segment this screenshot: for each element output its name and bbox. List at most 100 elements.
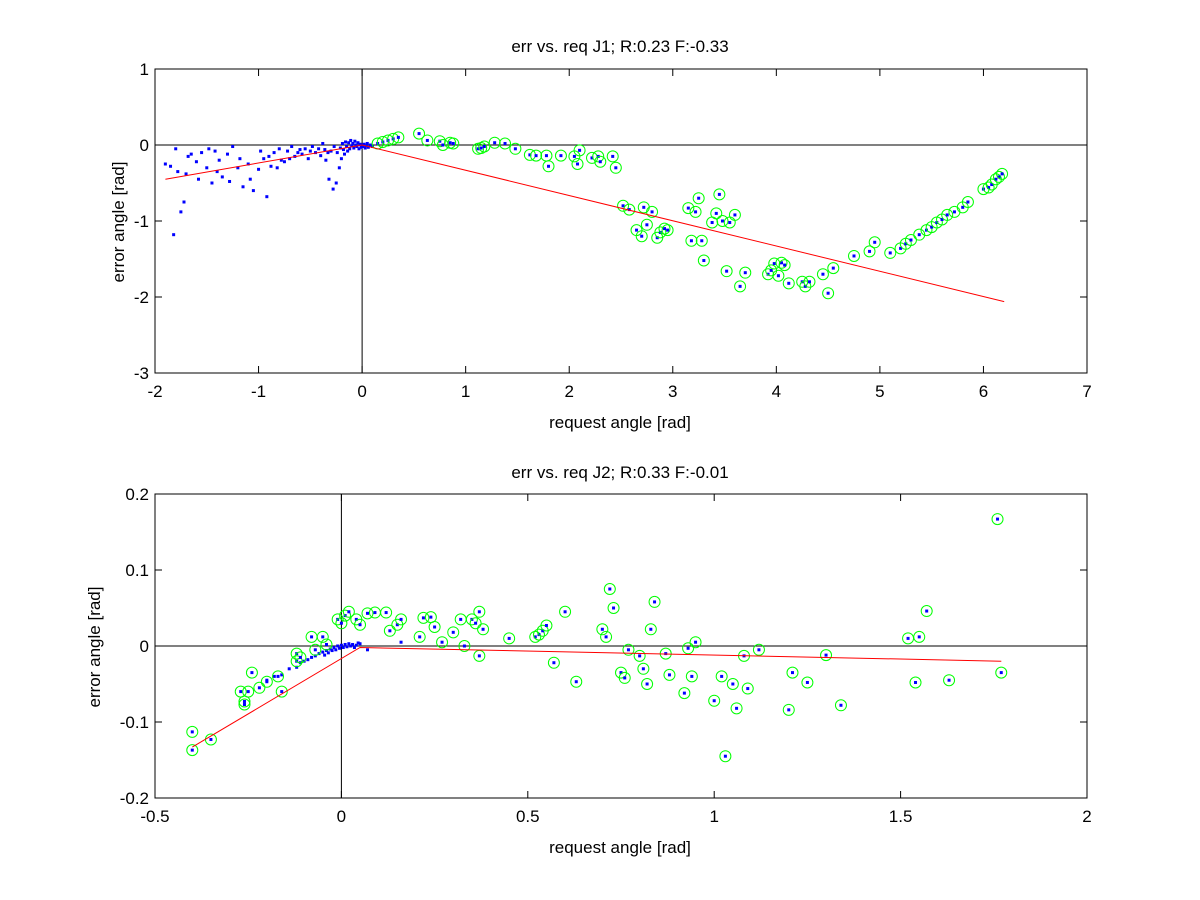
plot-j1-ytick-label: -1 <box>134 212 149 231</box>
plot-j2-circle-marker <box>532 628 545 641</box>
plot-j2-title: err vs. req J2; R:0.33 F:-0.01 <box>511 463 728 482</box>
plot-j2-circle-marker <box>413 630 426 643</box>
plot-j2-data-point <box>324 642 328 646</box>
plot-j1-data-point <box>228 179 232 183</box>
plot-j1-data-point <box>909 238 913 242</box>
plot-j1-data-point <box>339 157 343 161</box>
plot-j2-data-point <box>947 678 951 682</box>
plot-j1-data-point <box>323 148 327 152</box>
plot-j1-data-point <box>213 149 217 153</box>
plot-j2-circle-marker <box>290 655 303 668</box>
plot-j2-data-point <box>999 671 1003 675</box>
plot-j2-data-point <box>358 623 362 627</box>
plot-j1-data-point <box>353 139 357 143</box>
plot-j1-data-point <box>888 251 892 255</box>
plot-j2-data-point <box>313 648 317 652</box>
plot-j2-circle-marker <box>834 699 847 712</box>
plot-j2-circle-marker <box>741 682 754 695</box>
plot-j1-data-point <box>356 141 360 145</box>
plot-j2-data-point <box>265 678 269 682</box>
plot-j2-circle-marker <box>689 636 702 649</box>
plot-j1-data-point <box>349 138 353 142</box>
plot-j2-ytick-label: -0.2 <box>120 789 149 808</box>
plot-j1-data-point <box>319 154 323 158</box>
plot-j1-data-point <box>868 249 872 253</box>
plot-j2-data-point <box>399 617 403 621</box>
plot-j1-circle-marker <box>542 160 555 173</box>
plot-j2-xtick-label: 1 <box>709 807 718 826</box>
plot-j2-data-point <box>332 646 336 650</box>
plot-j1-data-point <box>277 147 281 151</box>
plot-j1-data-point <box>337 166 341 170</box>
plot-j1-data-point <box>924 228 928 232</box>
plot-j1-circle-marker <box>685 234 698 247</box>
plot-j1-circle-marker <box>623 203 636 216</box>
plot-j1-data-point <box>345 145 349 149</box>
plot-j1-data-point <box>300 152 304 156</box>
plot-j1-circle-marker <box>682 202 695 215</box>
plot-j2-data-point <box>541 629 545 633</box>
plot-j1-data-point <box>324 158 328 162</box>
plot-j1-data-point <box>358 142 362 146</box>
plot-j2-data-point <box>295 665 299 669</box>
plot-j1-data-point <box>826 291 830 295</box>
plot-j1-data-point <box>645 223 649 227</box>
plot-j2-data-point <box>334 648 338 652</box>
plot-j1-data-point <box>346 149 350 153</box>
plot-j1-data-point <box>269 164 273 168</box>
plot-j2-circle-marker <box>622 643 635 656</box>
plot-j2-data-point <box>645 682 649 686</box>
plot-j2-circle-marker <box>503 632 516 645</box>
plot-j1-data-point <box>578 148 582 152</box>
plot-j2-data-point <box>418 635 422 639</box>
plot-j2-circle-marker <box>309 643 322 656</box>
plot-j2-circle-marker <box>417 611 430 624</box>
plot-j1-data-point <box>370 145 374 149</box>
plot-j1-data-point <box>966 200 970 204</box>
plot-j1-data-point <box>366 145 370 149</box>
plot-j2-circle-marker <box>708 694 721 707</box>
plot-j2-data-point <box>686 646 690 650</box>
plot-j1-circle-marker <box>606 150 619 163</box>
plot-j1-data-point <box>340 141 344 145</box>
plot-j1-circle-marker <box>392 131 405 144</box>
plot-j2-circle-marker <box>436 636 449 649</box>
plot-j1-data-point <box>780 261 784 265</box>
plot-j2-circle-marker <box>726 678 739 690</box>
plot-j2-circle-marker <box>730 702 743 715</box>
plot-j2-data-point <box>433 625 437 629</box>
plot-j1-circle-marker <box>884 246 897 259</box>
plot-j2-circle-marker <box>245 666 258 679</box>
plot-j2-data-point <box>626 648 630 652</box>
plot-j1-data-point <box>528 153 532 157</box>
plot-j1-circle-marker <box>827 262 840 275</box>
plot-j2-data-point <box>347 642 351 646</box>
plot-j1-circle-marker <box>713 188 726 201</box>
plot-j2-data-point <box>354 643 358 647</box>
plot-j1-data-point <box>275 166 279 170</box>
plot-j1-data-point <box>352 146 356 150</box>
plot-j2-circle-marker <box>637 662 650 675</box>
plot-j2-circle-marker <box>786 666 799 679</box>
plot-j1-data-point <box>598 160 602 164</box>
plot-j1-data-point <box>368 143 372 147</box>
plot-j1-data-point <box>650 210 654 214</box>
plot-j1-xtick-label: -2 <box>147 382 162 401</box>
plot-j1-data-point <box>772 262 776 266</box>
plot-j1-circle-marker <box>799 280 812 293</box>
plot-j2-data-point <box>190 730 194 734</box>
plot-j1-data-point <box>288 157 292 161</box>
plot-j1-data-point <box>163 162 167 166</box>
plot-j2-ylabel: error angle [rad] <box>85 587 104 708</box>
plot-j1-data-point <box>259 149 263 153</box>
plot-j1-data-point <box>348 147 352 151</box>
plot-j1-data-point <box>251 189 255 193</box>
plot-j2-data-point <box>507 636 511 640</box>
plot-j1-data-point <box>621 204 625 208</box>
plot-j2-circle-marker <box>719 750 732 763</box>
plot-j1-data-point <box>666 228 670 232</box>
plot-j2-data-point <box>682 691 686 695</box>
plot-j1-data-point <box>987 186 991 190</box>
plot-j1-ytick-label: -2 <box>134 288 149 307</box>
plot-j1-circle-marker <box>848 249 860 262</box>
